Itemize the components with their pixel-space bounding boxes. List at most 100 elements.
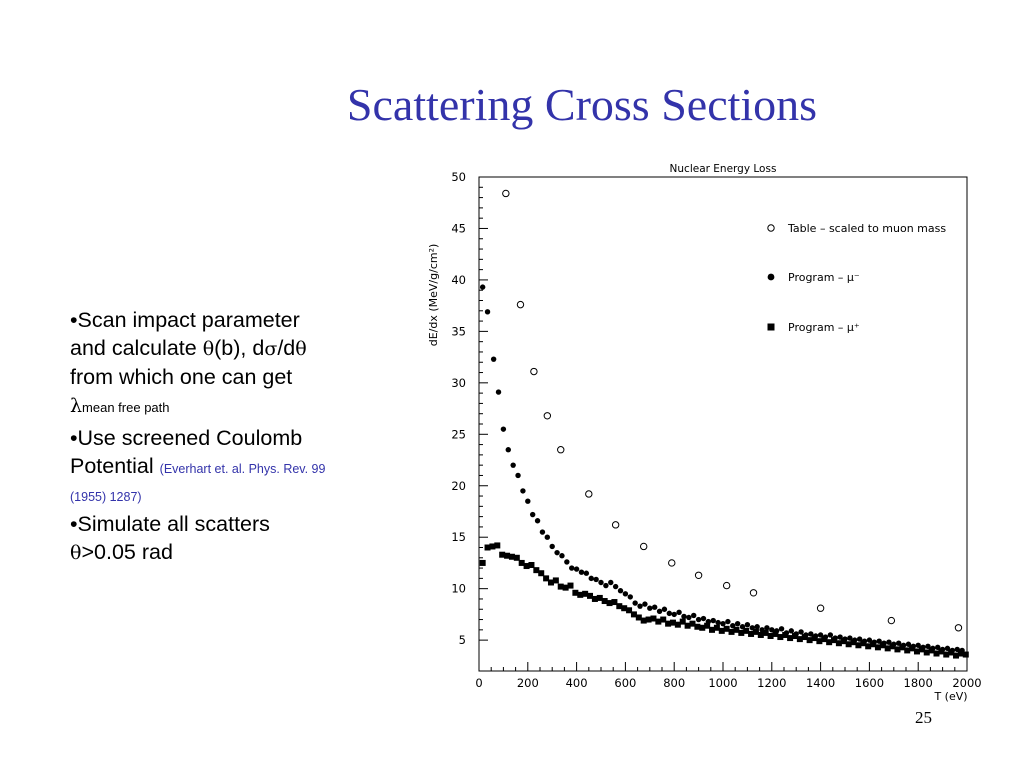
point-table (668, 559, 676, 567)
bullet-list: •Scan impact parameter and calculate θ(b… (70, 306, 375, 569)
point-mu-plus (709, 626, 716, 633)
plot-frame (478, 176, 968, 672)
point-mu-plus (899, 644, 906, 651)
point-mu-plus (767, 633, 774, 640)
point-mu-plus (831, 637, 838, 644)
point-table (543, 412, 552, 420)
point-mu-plus (601, 598, 608, 605)
point-mu-plus (835, 640, 842, 647)
point-table (722, 581, 731, 590)
point-mu-plus (591, 595, 598, 602)
point-mu-minus (608, 579, 614, 586)
point-mu-plus (547, 579, 554, 586)
point-mu-plus (962, 651, 969, 658)
theta-symbol: θ (70, 542, 82, 564)
point-mu-plus (528, 561, 535, 568)
legend-marker-table (767, 224, 775, 232)
point-mu-plus (562, 584, 569, 591)
point-mu-plus (650, 615, 657, 622)
x-tick-label: 1400 (806, 676, 835, 690)
point-mu-minus (720, 620, 726, 627)
theta-symbol: θ (202, 338, 215, 360)
point-mu-plus (777, 634, 784, 641)
point-mu-plus (523, 563, 530, 570)
x-tick-label: 1600 (855, 676, 884, 690)
legend: Table – scaled to muon mass Program – μ⁻… (767, 222, 946, 334)
point-mu-plus (533, 567, 540, 574)
citation: (1955) 1287) (70, 490, 142, 504)
point-mu-minus (695, 616, 702, 623)
point-mu-minus (778, 626, 785, 632)
point-mu-plus (855, 642, 862, 649)
point-mu-plus (889, 643, 896, 650)
point-mu-plus (728, 628, 735, 635)
point-mu-minus (622, 591, 629, 597)
bullet-text: /d (277, 336, 296, 360)
point-mu-minus (578, 569, 585, 575)
point-mu-plus (674, 621, 681, 628)
legend-marker-mu-plus (767, 323, 775, 331)
point-mu-plus (489, 543, 496, 550)
data-points (479, 189, 969, 659)
point-mu-plus (679, 618, 686, 625)
point-mu-minus (627, 594, 633, 600)
chart-title: Nuclear Energy Loss (670, 163, 777, 175)
point-mu-plus (616, 603, 623, 610)
point-mu-plus (655, 618, 662, 625)
point-mu-minus (637, 603, 643, 609)
point-mu-plus (479, 559, 486, 566)
y-tick-label: 10 (451, 582, 466, 596)
bullet-screened-coulomb: •Use screened Coulomb Potential (Everhar… (70, 424, 375, 508)
point-table (557, 446, 565, 454)
point-mu-minus (603, 582, 609, 589)
point-mu-minus (710, 617, 716, 624)
point-mu-plus (552, 577, 559, 584)
point-mu-plus (694, 623, 701, 630)
x-tick-label: 800 (663, 676, 685, 690)
point-mu-plus (621, 605, 628, 612)
point-mu-minus (495, 389, 502, 395)
point-mu-plus (699, 624, 706, 631)
legend-label-mu-plus: Program – μ⁺ (788, 321, 860, 334)
point-mu-plus (689, 620, 696, 627)
point-mu-minus (583, 570, 590, 576)
point-mu-plus (850, 639, 857, 646)
point-mu-plus (577, 591, 584, 598)
point-mu-minus (510, 462, 516, 468)
point-mu-plus (713, 624, 720, 631)
point-mu-minus (588, 575, 594, 582)
point-mu-plus (596, 594, 603, 601)
point-mu-minus (569, 565, 575, 571)
point-table (585, 490, 593, 498)
point-mu-plus (733, 626, 740, 633)
point-mu-plus (645, 616, 652, 623)
point-mu-minus (642, 601, 648, 607)
point-mu-minus (573, 566, 580, 572)
point-table (749, 589, 758, 597)
lambda-symbol: λ (70, 395, 83, 417)
point-mu-plus (879, 642, 886, 649)
point-mu-plus (626, 607, 633, 614)
point-mu-minus (539, 529, 546, 535)
point-mu-plus (865, 643, 872, 650)
point-mu-plus (821, 636, 828, 643)
point-mu-plus (801, 634, 808, 641)
bullet-text: Scan impact parameter (77, 308, 300, 332)
point-mu-minus (681, 613, 687, 620)
bullet-text: Potential (70, 454, 160, 478)
point-mu-plus (640, 617, 647, 624)
point-mu-minus (549, 543, 555, 550)
point-table (954, 624, 963, 632)
point-table (611, 521, 620, 529)
point-mu-minus (700, 615, 707, 622)
point-mu-minus (725, 618, 731, 625)
point-mu-plus (743, 627, 750, 634)
point-mu-minus (647, 605, 653, 611)
point-mu-plus (718, 627, 725, 634)
point-mu-plus (772, 630, 779, 637)
point-mu-plus (884, 645, 891, 652)
point-mu-minus (612, 583, 619, 590)
x-tick-label: 2000 (952, 676, 981, 690)
x-tick-label: 600 (614, 676, 636, 690)
y-tick-label: 45 (451, 221, 466, 235)
